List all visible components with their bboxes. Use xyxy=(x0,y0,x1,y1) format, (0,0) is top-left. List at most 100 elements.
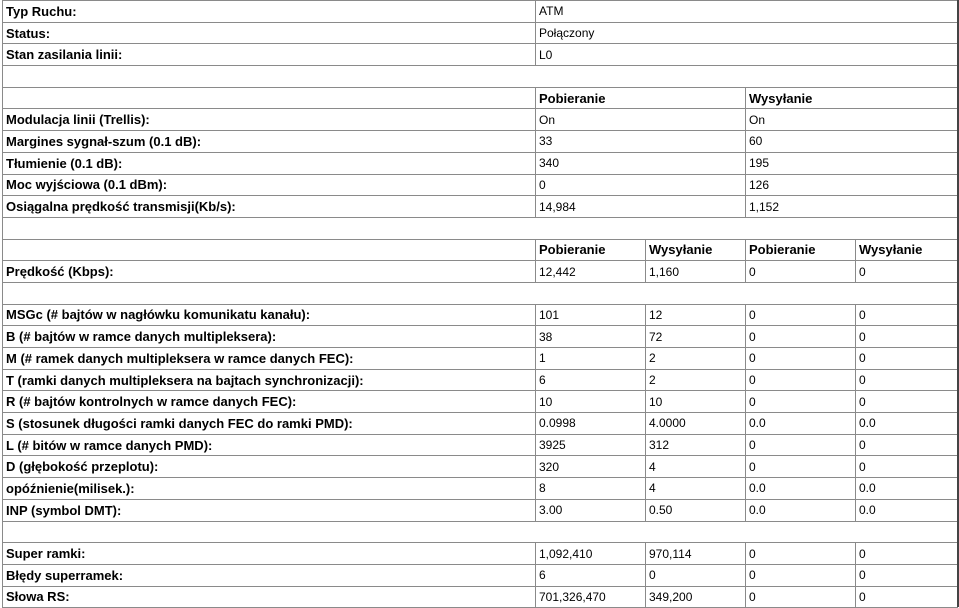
column-header: Pobieranie xyxy=(535,86,746,110)
row-value: 0 xyxy=(745,368,856,392)
header-row: Pobieranie Wysyłanie Pobieranie Wysyłanie xyxy=(2,238,959,262)
row-value: 0 xyxy=(854,325,959,348)
row-value: 0 xyxy=(854,433,959,457)
row-value: 1 xyxy=(535,347,646,370)
data-row: S (stosunek długości ramki danych FEC do… xyxy=(2,412,959,435)
row-label: Status: xyxy=(2,21,536,45)
empty-cell xyxy=(1,520,959,544)
row-value: 0 xyxy=(745,585,856,608)
row-value: 0 xyxy=(745,455,856,479)
row-value: 0.0 xyxy=(854,498,959,522)
row-value: 6 xyxy=(535,368,646,392)
data-row: D (głębokość przeplotu): 320 4 0 0 xyxy=(2,455,959,479)
empty-cell xyxy=(1,281,959,305)
row-value: 0 xyxy=(854,390,959,414)
row-value: 0.0 xyxy=(854,477,959,500)
row-value: 8 xyxy=(535,477,646,500)
row-value: 0 xyxy=(745,347,856,370)
row-value: 60 xyxy=(744,130,959,153)
line-row: Moc wyjściowa (0.1 dBm): 0 126 xyxy=(2,173,959,197)
row-value: Połączony xyxy=(534,21,959,45)
spacer-row xyxy=(1,281,959,305)
row-value: On xyxy=(535,108,746,132)
row-value: 0 xyxy=(645,563,746,587)
row-value: 12 xyxy=(645,303,746,327)
row-label: Osiągalna prędkość transmisji(Kb/s): xyxy=(2,195,536,218)
column-header: Wysyłanie xyxy=(645,238,746,262)
status-row: Status: Połączony xyxy=(2,21,959,45)
row-value: 33 xyxy=(535,130,746,153)
row-value: 0 xyxy=(745,563,856,587)
data-row: Super ramki: 1,092,410 970,114 0 0 xyxy=(2,542,959,565)
row-label: Typ Ruchu: xyxy=(2,0,536,23)
line-row: Osiągalna prędkość transmisji(Kb/s): 14,9… xyxy=(2,195,959,218)
data-row: Błędy superramek: 6 0 0 0 xyxy=(2,563,959,587)
row-value: L0 xyxy=(534,43,959,67)
row-value: 0 xyxy=(745,260,856,283)
spacer-row xyxy=(1,65,959,88)
row-value: 0.0998 xyxy=(535,412,646,435)
row-value: 0 xyxy=(854,260,959,283)
row-label: Tłumienie (0.1 dB): xyxy=(2,151,536,175)
spacer-row xyxy=(1,520,959,544)
row-value: 101 xyxy=(535,303,646,327)
row-value: 0 xyxy=(854,542,959,565)
row-label: Margines sygnał-szum (0.1 dB): xyxy=(2,130,536,153)
data-row: opóźnienie(milisek.): 8 4 0.0 0.0 xyxy=(2,477,959,500)
row-value: 0.0 xyxy=(745,477,856,500)
spacer-row xyxy=(1,216,959,240)
empty-cell xyxy=(1,65,959,88)
line-row: Margines sygnał-szum (0.1 dB): 33 60 xyxy=(2,130,959,153)
row-value: 0 xyxy=(854,303,959,327)
row-value: 320 xyxy=(535,455,646,479)
column-header: Pobieranie xyxy=(535,238,646,262)
row-value: 1,092,410 xyxy=(535,542,646,565)
row-value: 0.50 xyxy=(645,498,746,522)
row-value: 2 xyxy=(645,368,746,392)
row-value: 0 xyxy=(745,325,856,348)
row-value: 970,114 xyxy=(645,542,746,565)
data-row: Słowa RS: 701,326,470 349,200 0 0 xyxy=(2,585,959,608)
row-value: 12,442 xyxy=(535,260,646,283)
row-value: 72 xyxy=(645,325,746,348)
status-row: Typ Ruchu: ATM xyxy=(2,0,959,23)
column-header: Pobieranie xyxy=(745,238,856,262)
data-row: R (# bajtów kontrolnych w ramce danych F… xyxy=(2,390,959,414)
row-value: 4 xyxy=(645,455,746,479)
column-header: Wysyłanie xyxy=(854,238,959,262)
row-value: 38 xyxy=(535,325,646,348)
row-value: 10 xyxy=(535,390,646,414)
row-label: T (ramki danych multipleksera na bajtach… xyxy=(2,368,536,392)
row-value: 3925 xyxy=(535,433,646,457)
empty-cell xyxy=(2,86,536,110)
window-edge xyxy=(957,0,959,607)
row-value: 0 xyxy=(745,433,856,457)
data-row: Prędkość (Kbps): 12,442 1,160 0 0 xyxy=(2,260,959,283)
column-header: Wysyłanie xyxy=(744,86,959,110)
line-row: Tłumienie (0.1 dB): 340 195 xyxy=(2,151,959,175)
row-value: 312 xyxy=(645,433,746,457)
row-value: 10 xyxy=(645,390,746,414)
status-row: Stan zasilania linii: L0 xyxy=(2,43,959,67)
row-value: 0 xyxy=(854,368,959,392)
row-label: Słowa RS: xyxy=(2,585,536,608)
data-row: T (ramki danych multipleksera na bajtach… xyxy=(2,368,959,392)
row-label: B (# bajtów w ramce danych multipleksera… xyxy=(2,325,536,348)
row-value: 14,984 xyxy=(535,195,746,218)
row-value: 701,326,470 xyxy=(535,585,646,608)
row-value: 0 xyxy=(854,455,959,479)
row-value: 0 xyxy=(854,563,959,587)
row-value: 0.0 xyxy=(745,412,856,435)
row-value: 1,160 xyxy=(645,260,746,283)
row-value: 6 xyxy=(535,563,646,587)
row-value: 0 xyxy=(535,173,746,197)
row-value: ATM xyxy=(534,0,959,23)
row-label: Stan zasilania linii: xyxy=(2,43,536,67)
row-value: 0 xyxy=(854,347,959,370)
row-value: 1,152 xyxy=(744,195,959,218)
row-value: 4.0000 xyxy=(645,412,746,435)
empty-cell xyxy=(2,238,536,262)
row-label: D (głębokość przeplotu): xyxy=(2,455,536,479)
data-row: MSGc (# bajtów w nagłówku komunikatu kan… xyxy=(2,303,959,327)
row-value: 2 xyxy=(645,347,746,370)
